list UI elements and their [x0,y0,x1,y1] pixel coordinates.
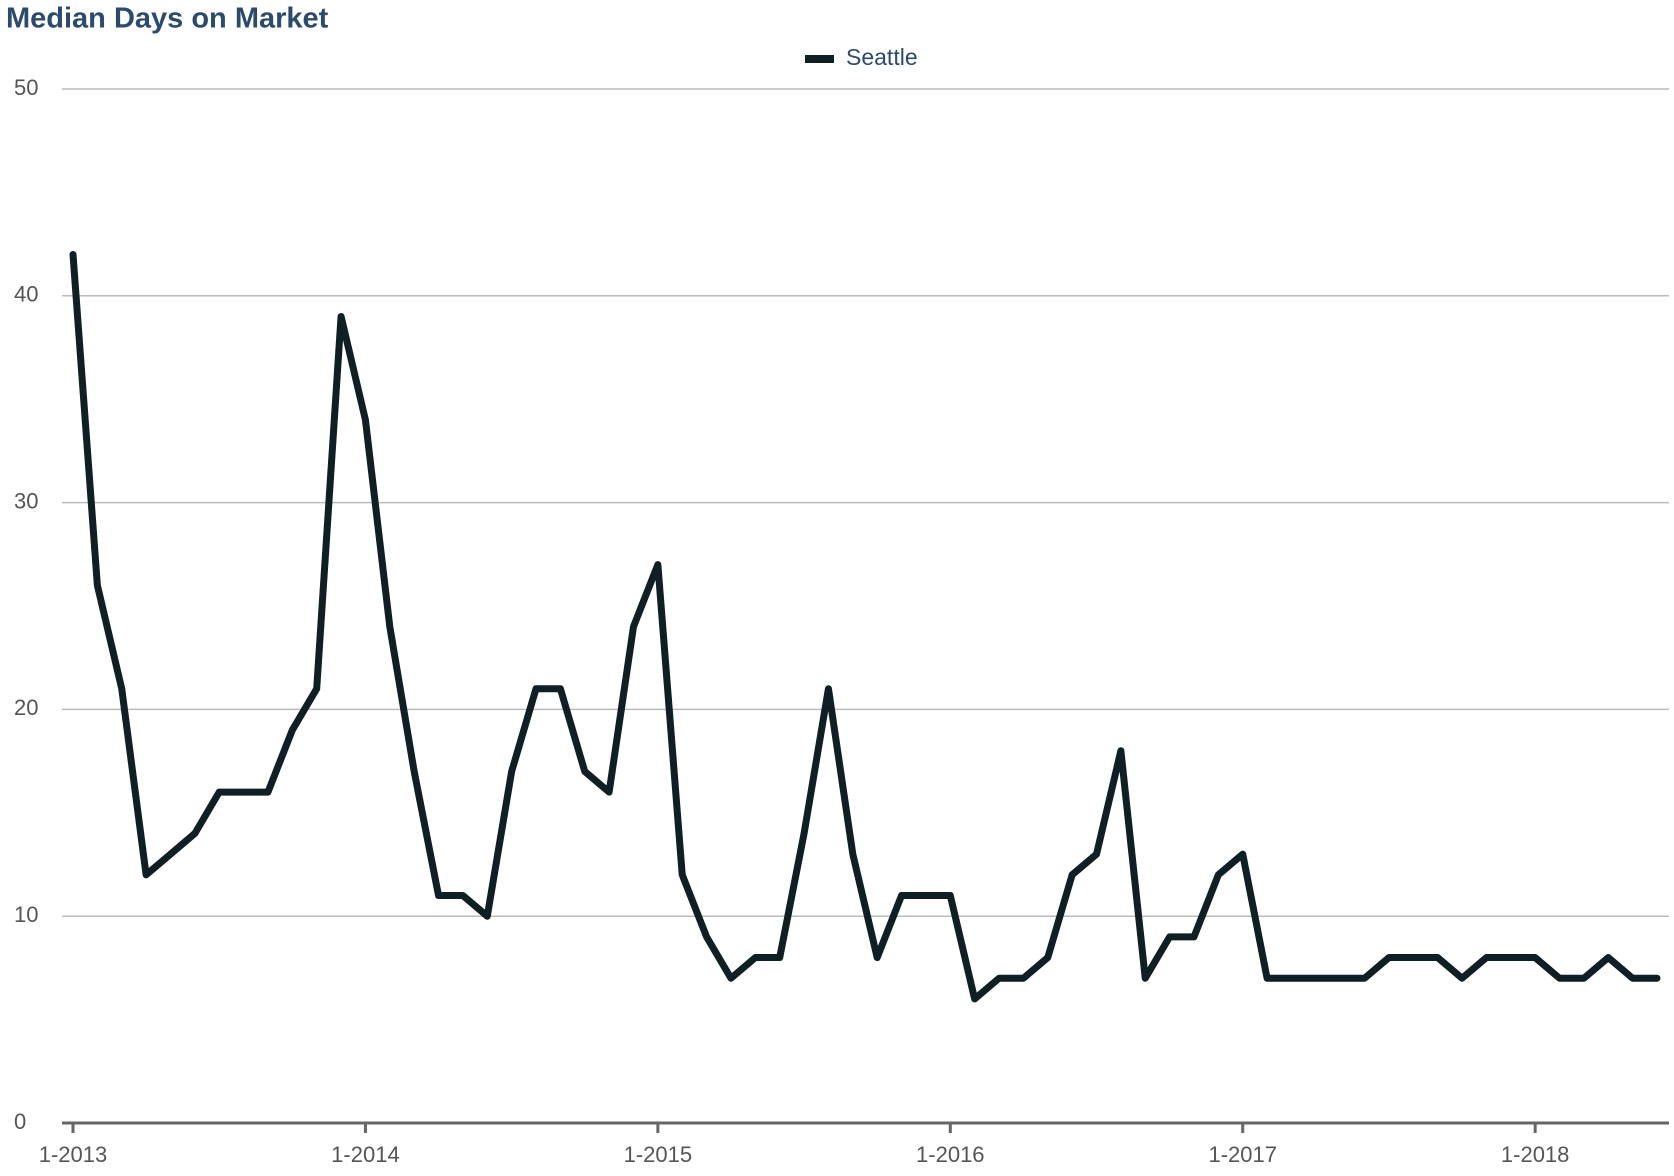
y-tick-label: 30 [14,488,38,513]
chart-title: Median Days on Market [6,3,329,35]
y-tick-label: 20 [14,695,38,720]
x-tick-label: 1-2015 [624,1142,693,1167]
y-tick-label: 40 [14,282,38,307]
x-tick-label: 1-2013 [39,1142,108,1167]
x-tick-label: 1-2014 [331,1142,400,1167]
y-tick-label: 10 [14,902,38,927]
y-tick-label: 0 [14,1109,26,1134]
x-tick-label: 1-2016 [916,1142,985,1167]
y-tick-label: 50 [14,75,38,100]
line [69,250,1661,1003]
legend-label: Seattle [846,44,918,70]
x-tick-label: 1-2017 [1208,1142,1277,1167]
x-tick-label: 1-2018 [1501,1142,1570,1167]
